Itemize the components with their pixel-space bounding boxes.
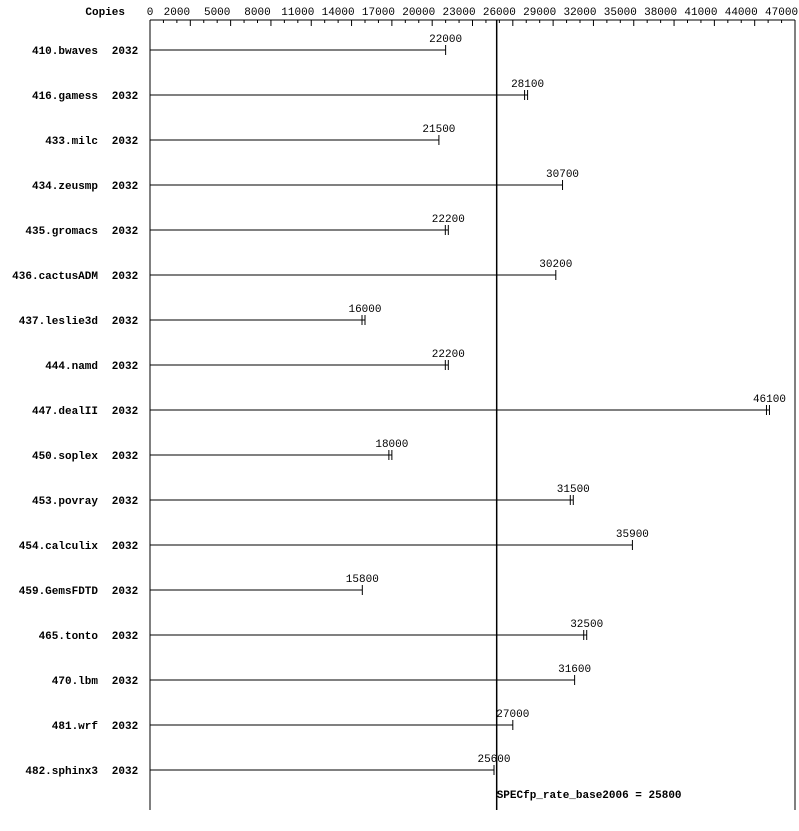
benchmark-copies: 2032 [112,361,138,373]
x-tick-label: 20000 [402,7,435,19]
benchmark-name: 434.zeusmp [32,181,98,193]
x-tick-label: 35000 [604,7,637,19]
bar-value-label: 35900 [616,529,649,541]
x-tick-label: 29000 [523,7,556,19]
benchmark-name: 470.lbm [52,676,99,688]
x-tick-label: 41000 [684,7,717,19]
benchmark-name: 454.calculix [19,541,99,553]
x-tick-label: 0 [147,7,154,19]
baseline-label: SPECfp_rate_base2006 = 25800 [497,790,682,802]
benchmark-name: 459.GemsFDTD [19,586,99,598]
bar-value-label: 28100 [511,79,544,91]
benchmark-name: 436.cactusADM [12,271,98,283]
benchmark-copies: 2032 [112,496,138,508]
benchmark-name: 433.milc [45,136,98,148]
benchmark-copies: 2032 [112,91,138,103]
benchmark-copies: 2032 [112,631,138,643]
benchmark-copies: 2032 [112,136,138,148]
benchmark-copies: 2032 [112,181,138,193]
benchmark-name: 465.tonto [39,631,99,643]
benchmark-copies: 2032 [112,586,138,598]
benchmark-copies: 2032 [112,406,138,418]
bar-value-label: 32500 [570,619,603,631]
copies-header: Copies [85,7,125,19]
benchmark-copies: 2032 [112,766,138,778]
x-tick-label: 47000 [765,7,798,19]
benchmark-name: 435.gromacs [25,226,98,238]
bar-value-label: 16000 [348,304,381,316]
benchmark-name: 416.gamess [32,91,98,103]
bar-value-label: 21500 [422,124,455,136]
x-tick-label: 8000 [244,7,270,19]
benchmark-name: 444.namd [45,361,98,373]
benchmark-name: 450.soplex [32,451,98,463]
benchmark-name: 437.leslie3d [19,316,98,328]
benchmark-copies: 2032 [112,541,138,553]
benchmark-copies: 2032 [112,226,138,238]
x-tick-label: 14000 [322,7,355,19]
bar-value-label: 15800 [346,574,379,586]
bar-value-label: 22200 [432,214,465,226]
bar-value-label: 25600 [477,754,510,766]
x-tick-label: 26000 [483,7,516,19]
bar-value-label: 31500 [557,484,590,496]
x-tick-label: 5000 [204,7,230,19]
x-tick-label: 23000 [443,7,476,19]
benchmark-name: 482.sphinx3 [25,766,98,778]
benchmark-name: 410.bwaves [32,46,98,58]
bar-value-label: 30700 [546,169,579,181]
bar-value-label: 22000 [429,34,462,46]
bar-value-label: 22200 [432,349,465,361]
bar-value-label: 18000 [375,439,408,451]
benchmark-name: 447.dealII [32,406,98,418]
spec-chart: 0 2000 5000 8000 11000 14000 17000 20000 23000 26… [0,0,799,831]
benchmark-copies: 2032 [112,676,138,688]
benchmark-copies: 2032 [112,46,138,58]
bar-value-label: 30200 [539,259,572,271]
x-tick-label: 38000 [644,7,677,19]
bar-value-label: 46100 [753,394,786,406]
bar-value-label: 31600 [558,664,591,676]
x-tick-label: 2000 [164,7,190,19]
x-tick-label: 32000 [563,7,596,19]
benchmark-copies: 2032 [112,271,138,283]
x-tick-label: 17000 [362,7,395,19]
x-tick-label: 44000 [725,7,758,19]
benchmark-name: 453.povray [32,496,98,508]
benchmark-copies: 2032 [112,721,138,733]
benchmark-name: 481.wrf [52,721,99,733]
benchmark-copies: 2032 [112,316,138,328]
bar-value-label: 27000 [496,709,529,721]
benchmark-copies: 2032 [112,451,138,463]
x-tick-label: 11000 [281,7,314,19]
